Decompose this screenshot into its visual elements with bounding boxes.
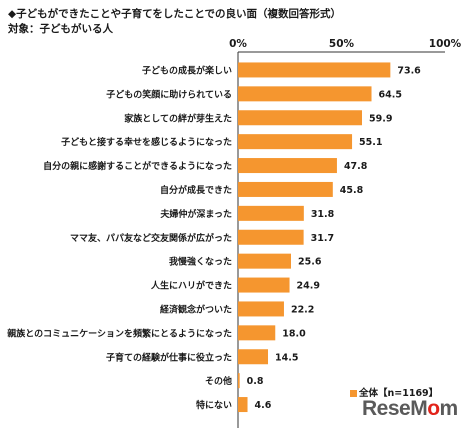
value-label: 25.6 (298, 257, 322, 268)
category-label: 子どもと接する幸せを感じるようになった (61, 136, 232, 148)
bar (238, 110, 362, 126)
bar (238, 158, 337, 174)
legend: 全体【n=1169】 (350, 385, 438, 399)
resemom-logo: ReseMom (362, 397, 458, 420)
bar (238, 301, 284, 317)
bar (238, 253, 291, 269)
legend-label: 全体【n=1169】 (359, 388, 439, 399)
category-label: その他 (205, 375, 232, 387)
value-label: 47.8 (344, 161, 368, 172)
value-label: 31.8 (311, 209, 335, 220)
category-label: 我慢強くなった (169, 256, 232, 268)
category-label: 家族としての絆が芽生えた (124, 112, 232, 124)
value-label: 45.8 (340, 185, 364, 196)
bar (238, 349, 269, 365)
category-label: 子どもの成長が楽しい (142, 64, 232, 76)
category-label: 夫婦仲が深まった (160, 208, 232, 220)
value-label: 4.6 (255, 400, 272, 411)
chart-subtitle: 対象：子どもがいる人 (8, 23, 113, 35)
category-label: 子どもの笑顔に助けられている (106, 88, 232, 100)
category-label: 親族とのコミュニケーションを頻繁にとるようになった (7, 327, 232, 339)
category-label: 自分の親に感謝することができるようになった (43, 160, 232, 172)
bar (238, 181, 333, 197)
category-label: 子育ての経験が仕事に役立った (106, 351, 232, 363)
x-tick-label: 100% (429, 38, 462, 50)
value-label: 24.9 (297, 281, 320, 292)
category-label: ママ友、パパ友など交友関係が広がった (70, 232, 232, 244)
category-label: 経済観念がついた (160, 303, 232, 315)
value-label: 73.6 (397, 65, 421, 76)
bar (238, 277, 290, 293)
category-label: 人生にハリができた (150, 280, 232, 292)
bar (238, 229, 304, 245)
bar (238, 373, 240, 389)
bar (238, 325, 276, 341)
value-label: 14.5 (275, 352, 298, 363)
chart-title: ◆子どもができたことや子育てをしたことでの良い面（複数回答形式） (8, 8, 342, 20)
value-label: 59.9 (369, 113, 392, 124)
value-label: 22.2 (291, 304, 314, 315)
bar (238, 205, 304, 221)
bar (238, 86, 372, 102)
category-label: 特にない (196, 399, 232, 411)
bar (238, 62, 391, 78)
bar (238, 397, 248, 413)
value-label: 18.0 (282, 328, 306, 339)
value-label: 55.1 (359, 137, 382, 148)
bar (238, 134, 353, 150)
x-tick-label: 0% (229, 38, 247, 50)
category-label: 自分が成長できた (160, 184, 232, 196)
legend-swatch (350, 390, 357, 397)
value-label: 0.8 (247, 376, 264, 387)
value-label: 31.7 (311, 233, 334, 244)
value-label: 64.5 (379, 89, 402, 100)
x-tick-label: 50% (329, 38, 355, 50)
